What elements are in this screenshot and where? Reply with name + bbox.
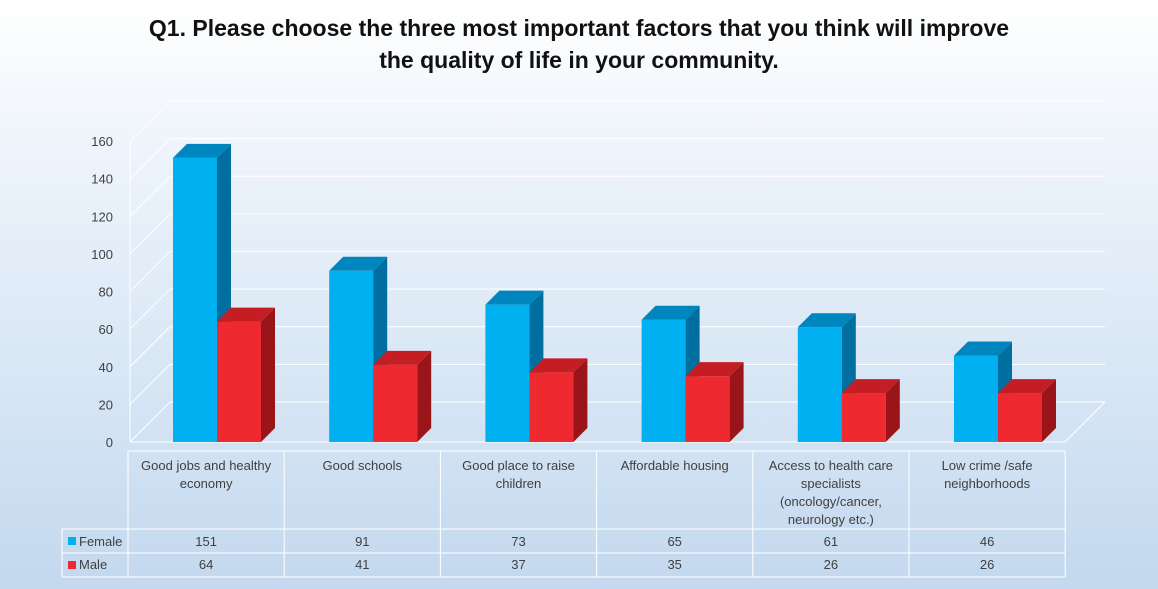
legend-label-female: Female — [79, 534, 122, 549]
bar-top — [998, 379, 1056, 394]
bar-side — [417, 350, 432, 442]
bar-top — [685, 362, 744, 377]
data-label-male-3: 35 — [667, 557, 681, 572]
category-label-line: Access to health care — [769, 458, 893, 473]
y-axis-ticks: 0 20 40 60 80 100 120 140 160 — [91, 134, 113, 450]
bar-side — [573, 358, 588, 442]
bar-front — [841, 393, 886, 442]
bar-top — [797, 313, 856, 328]
category-label-3: Affordable housing — [621, 458, 729, 473]
bars — [173, 143, 1056, 442]
legend-key-male — [68, 561, 76, 569]
category-label-line: neighborhoods — [944, 476, 1031, 491]
bar-front — [329, 270, 374, 442]
category-label-1: Good schools — [323, 458, 403, 473]
bar-front — [373, 364, 418, 442]
bar-side — [729, 362, 744, 442]
gridline-slant-8 — [129, 100, 171, 142]
gridline-slant-2 — [129, 326, 171, 368]
bar-side — [885, 379, 900, 442]
category-label-line: (oncology/cancer, — [780, 494, 882, 509]
bar-front — [998, 393, 1042, 442]
bar-male-5 — [998, 379, 1056, 442]
bar-front — [173, 157, 217, 442]
gridline-slant-4 — [129, 251, 171, 292]
data-label-male-5: 26 — [980, 557, 994, 572]
bar-male-4 — [841, 379, 900, 442]
data-label-male-1: 41 — [355, 557, 369, 572]
gridline-slant-7 — [129, 138, 171, 179]
legend-key-female — [68, 537, 76, 545]
category-label-line: Good jobs and healthy — [141, 458, 272, 473]
category-label-line: specialists — [801, 476, 861, 491]
category-label-4: Access to health care specialists (oncolog… — [769, 458, 893, 527]
bar-front — [485, 304, 530, 442]
bar-front — [797, 327, 842, 442]
y-tick-label-1: 20 — [99, 397, 113, 412]
category-label-line: Affordable housing — [621, 458, 729, 473]
bar-top — [217, 307, 275, 322]
category-label-line: Low crime /safe — [942, 458, 1033, 473]
y-tick-label-0: 0 — [106, 435, 113, 450]
category-label-line: economy — [180, 476, 233, 491]
gridline-slant-3 — [129, 288, 171, 330]
data-label-female-3: 65 — [667, 534, 681, 549]
data-label-male-2: 37 — [511, 557, 525, 572]
data-label-female-0: 151 — [195, 534, 217, 549]
bar-top — [485, 290, 544, 305]
bar-top — [841, 379, 900, 394]
bar-male-1 — [373, 350, 432, 442]
legend-label-male: Male — [79, 557, 107, 572]
category-label-line: children — [496, 476, 542, 491]
category-label-line: neurology etc.) — [788, 512, 874, 527]
bar-front — [217, 321, 261, 442]
y-tick-label-3: 60 — [99, 322, 113, 337]
bar-top — [954, 341, 1012, 356]
bar-top — [329, 256, 388, 271]
bar-front — [685, 376, 730, 442]
bar-side — [1042, 379, 1056, 442]
bar-side — [261, 307, 275, 442]
data-label-female-1: 91 — [355, 534, 369, 549]
chart-title: Q1. Please choose the three most importa… — [0, 12, 1158, 76]
y-tick-label-2: 40 — [99, 360, 113, 375]
gridline-slant-6 — [129, 175, 171, 217]
y-tick-label-8: 160 — [91, 134, 113, 149]
chart-title-line-2: the quality of life in your community. — [379, 47, 779, 73]
floor-right-edge — [1064, 401, 1106, 443]
category-label-2: Good place to raise children — [462, 458, 575, 491]
bar-male-3 — [685, 362, 744, 442]
data-label-female-4: 61 — [824, 534, 838, 549]
bar-front — [954, 355, 998, 442]
gridlines — [129, 100, 1106, 443]
gridline-slant-5 — [129, 213, 171, 255]
bar-top — [641, 305, 700, 320]
bar-top — [529, 358, 588, 373]
bar-front — [641, 319, 686, 442]
data-label-female-5: 46 — [980, 534, 994, 549]
bar-female-0 — [173, 143, 231, 442]
gridline-slant-0 — [129, 401, 171, 443]
data-label-female-2: 73 — [511, 534, 525, 549]
gridline-slant-1 — [129, 364, 171, 405]
category-label-line: Good schools — [323, 458, 403, 473]
chart-title-line-1: Q1. Please choose the three most importa… — [148, 15, 1010, 41]
data-label-male-4: 26 — [824, 557, 838, 572]
y-tick-label-6: 120 — [91, 209, 113, 224]
bar-top — [373, 350, 432, 365]
y-tick-label-4: 80 — [99, 285, 113, 300]
data-table: Good jobs and healthy economy Good schools… — [61, 450, 1066, 578]
bar-male-2 — [529, 358, 588, 442]
data-label-male-0: 64 — [199, 557, 213, 572]
category-label-0: Good jobs and healthy economy — [141, 458, 272, 491]
bar-top — [173, 143, 231, 158]
bar-front — [529, 372, 574, 442]
category-label-5: Low crime /safe neighborhoods — [942, 458, 1033, 491]
y-tick-label-5: 100 — [91, 247, 113, 262]
y-tick-label-7: 140 — [91, 172, 113, 187]
bar-male-0 — [217, 307, 275, 442]
category-label-line: Good place to raise — [462, 458, 575, 473]
